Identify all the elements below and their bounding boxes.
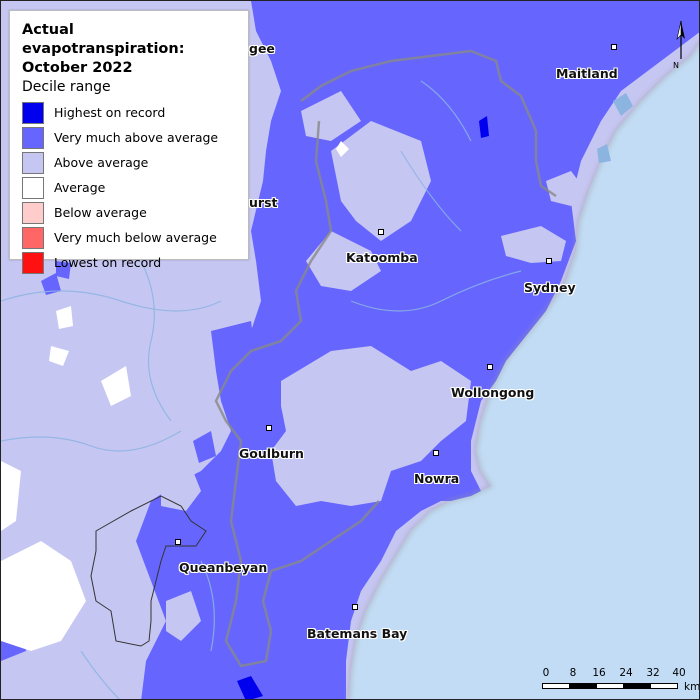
town-marker-queanbeyan [175,539,181,545]
act-border [90,495,207,647]
legend-swatch [22,251,44,274]
average-patch [56,306,73,329]
legend-item: Very much above average [22,125,236,150]
place-label-batemans-bay: Batemans Bay [307,626,408,641]
place-label-sydney: Sydney [524,280,576,295]
legend-swatch [22,226,44,249]
coastal-lake [597,144,611,163]
legend-swatch [22,151,44,174]
average-patch [1,541,86,651]
above-average-patch [301,91,361,141]
scale-tick-label: 24 [619,667,633,679]
coastline [347,41,699,699]
legend-swatch [22,201,44,224]
legend-item: Below average [22,200,236,225]
north-label: N [673,61,679,70]
town-marker-wollongong [487,364,493,370]
scale-tick-label: 32 [646,667,660,679]
place-label-wollongong: Wollongong [451,385,535,400]
scale-segment [596,683,624,689]
legend-label: Above average [54,155,149,170]
legend-swatch [22,101,44,124]
scale-segment [650,683,678,689]
above-average-patch [501,226,566,263]
scale-segment [569,683,597,689]
scale-tick-label: 40 [672,667,686,679]
north-arrow-icon [676,20,685,59]
legend-item: Highest on record [22,100,236,125]
town-marker-batemans-bay [352,604,358,610]
legend-label: Average [54,180,106,195]
above-average-patch [271,346,471,506]
average-patch [1,461,21,531]
legend: Actual evapotranspiration: October 2022 … [9,10,249,274]
legend-item: Lowest on record [22,250,236,275]
place-label-maitland: Maitland [556,66,618,81]
place-label-mudgee: gee [249,41,275,56]
average-patch [49,346,69,366]
very-much-above-average-patch [193,431,216,463]
place-label-nowra: Nowra [414,471,460,486]
legend-swatch [22,176,44,199]
very-much-above-average-patch [41,273,61,295]
average-patch [336,141,349,157]
place-label-bathurst: urst [249,195,278,210]
scale-tick-label: 0 [542,667,550,679]
scale-tick-label: 16 [592,667,606,679]
town-marker-goulburn [266,425,272,431]
town-marker-sydney [546,258,552,264]
very-much-above-average-patch [56,261,71,279]
above-average-patch [166,591,201,641]
place-label-queanbeyan: Queanbeyan [179,560,268,575]
very-much-above-average-patch [211,321,256,386]
legend-label: Very much above average [54,130,219,145]
scale-tick-label: 8 [569,667,577,679]
legend-item: Above average [22,150,236,175]
town-marker-katoomba [378,229,384,235]
scale-segment [542,683,570,689]
town-marker-nowra [433,450,439,456]
legend-label: Lowest on record [54,255,162,270]
legend-title: Actual evapotranspiration: October 2022 [22,21,236,78]
legend-label: Highest on record [54,105,166,120]
scale-bar: 0 8 16 24 32 40 km [539,667,699,693]
ocean [349,44,699,699]
legend-subtitle: Decile range [22,79,111,95]
legend-swatch [22,126,44,149]
above-average-patch [546,171,586,206]
catchment-boundary [214,49,557,668]
town-marker-maitland [611,44,617,50]
very-much-above-average-region [136,1,699,699]
legend-title-line2: October 2022 [22,60,133,76]
legend-label: Very much below average [54,230,217,245]
above-average-patch [306,231,381,291]
scale-unit: km [684,681,700,693]
legend-item: Very much below average [22,225,236,250]
legend-title-line1: Actual evapotranspiration: [22,22,185,57]
place-label-katoomba: Katoomba [346,250,418,265]
highest-on-record-spot [237,676,263,699]
legend-item: Average [22,175,236,200]
legend-items: Highest on record Very much above average… [22,100,236,275]
average-patch [101,366,131,406]
highest-on-record-spot [479,116,489,138]
above-average-patch [331,121,431,241]
coastal-lake [613,93,633,116]
above-average-patch [161,466,201,511]
place-label-goulburn: Goulburn [239,446,304,461]
legend-label: Below average [54,205,147,220]
scale-segment [623,683,651,689]
